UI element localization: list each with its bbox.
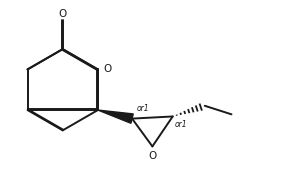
- Text: O: O: [59, 9, 67, 19]
- Text: O: O: [103, 64, 111, 74]
- Text: or1: or1: [136, 104, 149, 113]
- Polygon shape: [98, 110, 133, 123]
- Text: O: O: [148, 151, 157, 161]
- Text: or1: or1: [175, 120, 187, 129]
